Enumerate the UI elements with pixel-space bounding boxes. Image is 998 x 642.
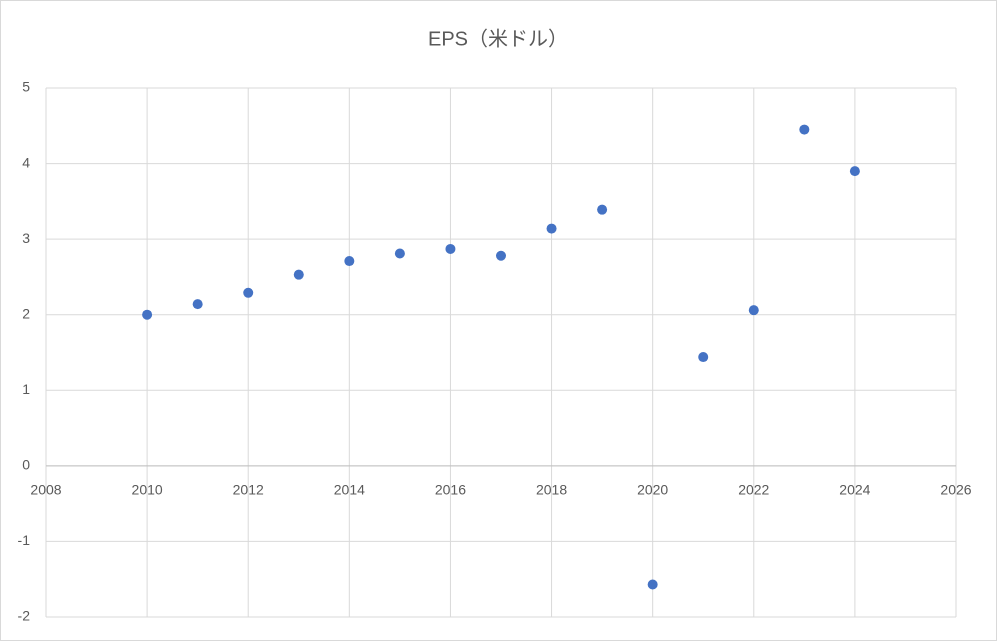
x-tick-label: 2022 bbox=[738, 482, 769, 498]
y-tick-label: 5 bbox=[22, 79, 30, 95]
point bbox=[546, 223, 557, 234]
y-tick-label: -1 bbox=[18, 532, 31, 548]
x-tick-label: 2012 bbox=[233, 482, 264, 498]
point bbox=[142, 309, 153, 320]
x-tick-label: 2008 bbox=[30, 482, 61, 498]
x-tick-label: 2014 bbox=[334, 482, 365, 498]
y-tick-label: -2 bbox=[18, 608, 31, 624]
point bbox=[192, 299, 203, 310]
point bbox=[799, 124, 810, 135]
point bbox=[243, 287, 254, 298]
point bbox=[445, 243, 456, 254]
y-tick-label: 4 bbox=[22, 154, 30, 170]
x-tick-label: 2018 bbox=[536, 482, 567, 498]
chart-title: EPS（米ドル） bbox=[428, 27, 568, 50]
y-tick-label: 0 bbox=[22, 457, 30, 473]
x-tick-label: 2020 bbox=[637, 482, 668, 498]
point bbox=[597, 204, 608, 215]
y-tick-label: 3 bbox=[22, 230, 30, 246]
x-tick-label: 2024 bbox=[839, 482, 870, 498]
point bbox=[394, 248, 405, 259]
point bbox=[849, 166, 860, 177]
y-tick-label: 2 bbox=[22, 305, 30, 321]
point bbox=[344, 256, 355, 267]
x-tick-label: 2026 bbox=[940, 482, 971, 498]
point bbox=[293, 269, 304, 280]
x-tick-label: 2016 bbox=[435, 482, 466, 498]
y-tick-label: 1 bbox=[22, 381, 30, 397]
point bbox=[698, 352, 709, 363]
point bbox=[647, 579, 658, 590]
point bbox=[496, 250, 506, 261]
point bbox=[748, 305, 759, 316]
x-tick-label: 2010 bbox=[132, 482, 163, 498]
